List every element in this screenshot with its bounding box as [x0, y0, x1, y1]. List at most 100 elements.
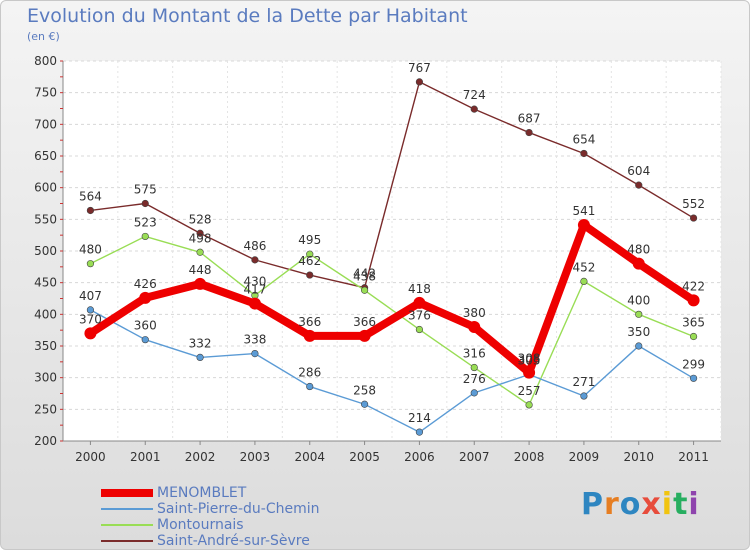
x-tick-label: 2001	[130, 450, 161, 464]
data-label: 407	[79, 289, 102, 303]
data-label: 528	[189, 212, 212, 226]
data-point	[415, 428, 424, 436]
data-label: 541	[572, 204, 595, 218]
data-label: 366	[298, 315, 321, 329]
y-tick-label: 500	[34, 244, 57, 258]
series-line	[89, 81, 695, 289]
legend-swatch	[101, 508, 153, 510]
data-label: 438	[353, 269, 376, 283]
data-point	[468, 321, 481, 333]
legend-item: Montournais	[101, 517, 320, 533]
data-label: 286	[298, 366, 321, 380]
data-label: 523	[134, 215, 157, 229]
data-point	[358, 329, 371, 342]
x-tick-label: 2005	[349, 450, 380, 464]
data-point	[689, 332, 698, 341]
data-label: 604	[627, 164, 650, 178]
y-tick-label: 250	[34, 402, 57, 416]
chart-title: Evolution du Montant de la Dette par Hab…	[27, 5, 468, 27]
data-point	[635, 342, 643, 350]
legend-label: MENOMBLET	[157, 485, 247, 501]
y-tick-label: 650	[34, 149, 57, 163]
series-line	[89, 309, 695, 433]
data-point	[248, 297, 261, 310]
x-tick-label: 2011	[678, 450, 709, 464]
data-label: 350	[627, 325, 650, 339]
data-point	[415, 78, 424, 86]
data-point	[635, 181, 643, 189]
data-label: 486	[243, 239, 266, 253]
data-point	[306, 382, 314, 391]
data-point	[470, 363, 478, 372]
x-tick-label: 2009	[569, 450, 600, 464]
data-label: 332	[189, 336, 212, 350]
data-label: 370	[79, 312, 102, 326]
data-point	[525, 401, 533, 409]
y-tick-label: 350	[34, 339, 57, 353]
data-point	[194, 277, 207, 290]
data-label: 430	[243, 274, 266, 288]
legend-item: Saint-André-sur-Sèvre	[101, 533, 320, 549]
data-point	[413, 296, 426, 309]
data-label: 299	[682, 357, 705, 371]
y-tick-label: 300	[34, 371, 57, 385]
data-label: 376	[408, 309, 431, 323]
data-point	[196, 248, 204, 256]
data-point	[251, 256, 259, 264]
x-tick-label: 2010	[623, 450, 654, 464]
data-label: 271	[572, 375, 595, 389]
data-label: 442	[353, 267, 376, 281]
data-label: 360	[134, 319, 157, 333]
data-label: 338	[243, 333, 266, 347]
data-point	[86, 206, 95, 215]
legend-label: Saint-André-sur-Sèvre	[157, 533, 310, 549]
data-point	[470, 105, 478, 113]
x-tick-label: 2007	[459, 450, 490, 464]
data-label: 724	[463, 88, 486, 102]
data-label: 422	[682, 279, 705, 293]
data-point	[141, 336, 149, 344]
data-point	[141, 199, 149, 208]
y-tick-label: 800	[34, 54, 57, 68]
proxiti-logo: Proxiti	[581, 487, 700, 522]
data-label: 365	[682, 316, 705, 330]
data-label: 480	[627, 243, 650, 257]
data-label: 426	[134, 277, 157, 291]
x-tick-label: 2008	[514, 450, 545, 464]
data-point	[415, 325, 424, 334]
data-point	[84, 327, 97, 340]
data-label: 214	[408, 411, 431, 425]
y-tick-label: 200	[34, 434, 57, 448]
data-label: 400	[627, 293, 650, 307]
y-tick-label: 550	[34, 212, 57, 226]
data-point	[306, 250, 314, 258]
data-point	[580, 277, 588, 286]
data-label: 480	[79, 243, 102, 257]
data-point	[470, 389, 478, 397]
data-point	[689, 374, 698, 382]
data-label: 448	[189, 263, 212, 277]
legend-swatch	[101, 489, 153, 497]
series-line	[86, 221, 698, 377]
data-point	[139, 291, 152, 304]
legend-swatch	[101, 540, 153, 542]
data-label: 305	[518, 354, 541, 368]
legend-item: MENOMBLET	[101, 485, 320, 501]
y-tick-label: 450	[34, 276, 57, 290]
x-tick-label: 2006	[404, 450, 435, 464]
legend-swatch	[101, 524, 153, 526]
data-point	[86, 306, 95, 314]
data-point	[689, 214, 698, 222]
data-point	[196, 229, 204, 237]
y-tick-label: 750	[34, 86, 57, 100]
data-label: 462	[298, 254, 321, 268]
data-point	[251, 350, 259, 358]
data-label: 257	[518, 384, 541, 398]
y-tick-label: 400	[34, 307, 57, 321]
chart-legend: MENOMBLET Saint-Pierre-du-Chemin Montourna…	[101, 485, 320, 549]
data-label: 767	[408, 61, 431, 75]
data-point	[687, 294, 700, 307]
x-tick-label: 2002	[185, 450, 216, 464]
